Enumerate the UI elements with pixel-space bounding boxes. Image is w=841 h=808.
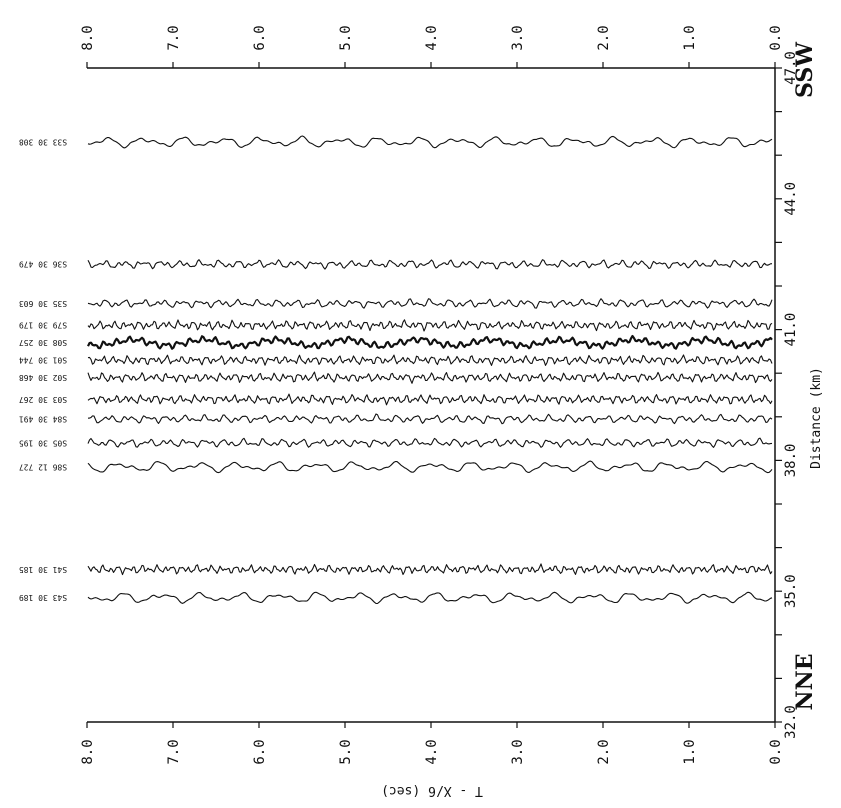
time-axis-bottom: 8.0 7.0 6.0 5.0 4.0 3.0 2.0 1.0 0.0 <box>80 722 784 765</box>
time-tick-label-top: 7.0 <box>166 25 182 50</box>
seismic-trace <box>87 334 773 350</box>
station-label: S05 30 195 <box>19 438 67 447</box>
seismic-trace <box>87 371 773 384</box>
time-tick-label-top: 5.0 <box>338 25 354 50</box>
time-tick-label-bottom: 6.0 <box>252 739 268 764</box>
time-axis-top: 8.0 7.0 6.0 5.0 4.0 3.0 2.0 1.0 0.0 <box>80 25 784 68</box>
time-tick-label-top: 0.0 <box>768 25 784 50</box>
seismic-trace <box>87 354 773 366</box>
station-labels: S33 30 308 S36 30 479 S35 30 603 S79 30 179… <box>19 138 67 603</box>
direction-top-label: SSW <box>792 42 818 98</box>
station-label: S36 30 479 <box>19 260 67 269</box>
seismic-trace <box>87 437 773 448</box>
station-label: S43 30 189 <box>19 593 67 602</box>
plot-frame <box>87 67 776 723</box>
time-tick-label-top: 6.0 <box>252 25 268 50</box>
station-label: S08 30 257 <box>19 338 67 347</box>
time-tick-label-top: 1.0 <box>682 25 698 50</box>
station-label: S33 30 308 <box>19 138 67 147</box>
direction-bottom-label: NNE <box>792 654 818 711</box>
station-label: S35 30 603 <box>19 299 67 308</box>
distance-tick-label: 47.0 <box>783 51 799 85</box>
time-tick-label-top: 2.0 <box>596 25 612 50</box>
seismic-trace <box>87 259 773 270</box>
distance-tick-label: 35.0 <box>783 574 799 608</box>
seismic-trace <box>87 319 773 332</box>
time-tick-label-bottom: 3.0 <box>510 739 526 764</box>
distance-tick-label: 32.0 <box>783 705 799 739</box>
time-tick-label-bottom: 2.0 <box>596 739 612 764</box>
distance-axis: 47.0 44.0 41.0 38.0 35.0 32.0 <box>775 51 799 739</box>
time-tick-label-bottom: 7.0 <box>166 739 182 764</box>
time-tick-label-bottom: 8.0 <box>80 739 96 764</box>
time-axis-label: T - X/6 (sec) <box>381 783 483 798</box>
time-tick-label-top: 3.0 <box>510 25 526 50</box>
station-label: S02 30 468 <box>19 373 67 382</box>
seismic-trace <box>87 393 773 406</box>
seismic-trace <box>87 563 773 576</box>
time-tick-label-bottom: 1.0 <box>682 739 698 764</box>
seismic-traces <box>87 135 773 605</box>
time-tick-label-top: 4.0 <box>424 25 440 50</box>
station-label: S41 30 185 <box>19 565 67 574</box>
time-tick-label-bottom: 4.0 <box>424 739 440 764</box>
distance-tick-label: 44.0 <box>783 182 799 216</box>
seismic-trace <box>87 413 773 425</box>
station-label: S84 30 491 <box>19 414 67 423</box>
seismic-trace <box>87 460 773 474</box>
time-tick-label-bottom: 0.0 <box>768 739 784 764</box>
time-tick-label-top: 8.0 <box>80 25 96 50</box>
station-label: S86 12 727 <box>19 462 67 471</box>
distance-tick-label: 38.0 <box>783 444 799 478</box>
station-label: S01 30 744 <box>19 356 67 365</box>
seismic-trace <box>87 298 773 309</box>
station-label: S79 30 179 <box>19 321 67 330</box>
station-label: S03 30 267 <box>19 395 67 404</box>
distance-tick-label: 41.0 <box>783 313 799 347</box>
seismic-trace <box>87 591 773 605</box>
time-tick-label-bottom: 5.0 <box>338 739 354 764</box>
seismic-trace <box>87 135 773 149</box>
distance-axis-label: Distance (km) <box>809 367 824 469</box>
